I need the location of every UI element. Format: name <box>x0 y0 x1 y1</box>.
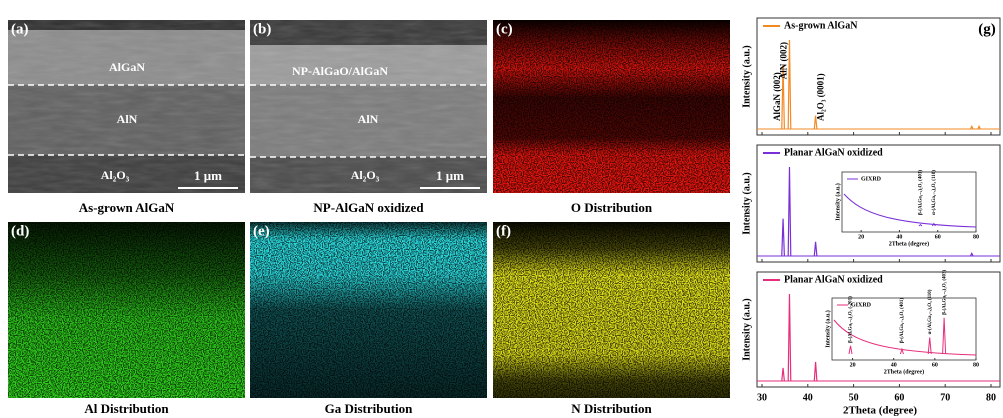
legend-label: Planar AlGaN oxidized <box>784 147 883 158</box>
inset-x-tick-label: 20 <box>858 234 864 240</box>
legend-label: As-grown AlGaN <box>784 20 858 31</box>
peak <box>788 294 791 381</box>
peak <box>788 40 791 129</box>
inset-peak-label: β-(AlₓGa₁₋ₓ)₂O₃ (401) <box>900 298 905 343</box>
panel-label: (g) <box>978 21 996 37</box>
legend-label: Planar AlGaN oxidized <box>784 274 883 285</box>
scale-bar-label: 1 μm <box>194 168 222 183</box>
inset-x-label: 2Theta (degree) <box>884 368 924 375</box>
element-map <box>250 222 487 398</box>
element-map <box>493 222 730 398</box>
inset-x-tick-label: 20 <box>850 362 856 368</box>
inset-x-tick-label: 80 <box>973 362 979 368</box>
inset-x-tick-label: 40 <box>891 362 897 368</box>
peak-label: Al₂O₃ (0001) <box>816 73 826 121</box>
map-speckle <box>493 20 730 193</box>
inset-x-tick-label: 60 <box>935 234 941 240</box>
layer-label: AlGaN <box>109 60 145 74</box>
x-tick-label: 60 <box>894 392 904 403</box>
inset-x-tick-label: 80 <box>973 234 979 240</box>
element-map <box>493 20 730 193</box>
peak-label: AlN (002) <box>779 42 789 79</box>
x-tick-label: 30 <box>757 392 767 403</box>
map-speckle <box>8 222 245 398</box>
x-tick-label: 70 <box>940 392 950 403</box>
inset-x-tick-label: 40 <box>896 234 902 240</box>
peak <box>788 167 791 256</box>
map-speckle <box>250 222 487 398</box>
layer-label: NP-AlGaO/AlGaN <box>292 64 388 78</box>
y-axis-label: Intensity (a.u.) <box>741 172 752 235</box>
panel-label: (a) <box>11 21 29 37</box>
inset-peak-label: α-(AlₓGa₁₋ₓ)₂O₃ (110) <box>928 289 933 334</box>
scale-bar-label: 1 μm <box>436 168 464 183</box>
panel-label: (f) <box>496 223 511 239</box>
panel-caption: Ga Distribution <box>325 401 414 416</box>
panel-caption: Al Distribution <box>84 401 169 416</box>
panel-caption: NP-AlGaN oxidized <box>313 200 424 215</box>
plot-frame <box>757 18 1000 135</box>
x-axis-label: 2Theta (degree) <box>843 405 917 417</box>
peak <box>782 368 785 381</box>
panel-caption: O Distribution <box>571 200 653 215</box>
y-axis-label: Intensity (a.u.) <box>741 45 752 108</box>
inset-x-label: 2Theta (degree) <box>889 240 929 247</box>
peak <box>814 242 817 256</box>
layer-label: AlN <box>117 112 138 126</box>
inset-legend-label: GIXRD <box>851 302 872 308</box>
panel-label: (d) <box>11 223 29 239</box>
panel-label: (c) <box>496 21 513 37</box>
x-tick-label: 40 <box>803 392 813 403</box>
y-axis-label: Intensity (a.u.) <box>741 298 752 361</box>
element-map <box>8 222 245 398</box>
inset-y-label: Intensity (a.u.) <box>824 310 831 348</box>
inset-legend-label: GIXRD <box>861 176 882 182</box>
layer-label: AlN <box>358 112 379 126</box>
layer-label: Al₂O₃ <box>351 168 380 182</box>
map-speckle <box>493 222 730 398</box>
peak <box>782 219 785 256</box>
inset-x-tick-label: 60 <box>932 362 938 368</box>
layer-label: Al₂O₃ <box>101 168 130 182</box>
panel-label: (e) <box>253 223 270 239</box>
panel-caption: As-grown AlGaN <box>79 200 175 215</box>
panel-caption: N Distribution <box>571 401 652 416</box>
panel-label: (b) <box>253 21 271 37</box>
x-tick-label: 50 <box>849 392 859 403</box>
inset-y-label: Intensity (a.u.) <box>834 183 841 221</box>
peak <box>814 362 817 381</box>
inset-peak-label: α-(AlₓGa₁₋ₓ)₂O₃ (110) <box>932 170 937 215</box>
inset-peak-label: β-(AlₓGa₁₋ₓ)₂O₃ (401) <box>919 170 924 215</box>
inset-peak-label: β-(AlₓGa₁₋ₓ)₂O₃ (403) <box>942 269 947 314</box>
figure: AlGaN AlN Al₂O₃ 1 μm (a) As-grown AlGaN NP-AlG… <box>0 0 1003 418</box>
x-tick-label: 80 <box>986 392 996 403</box>
